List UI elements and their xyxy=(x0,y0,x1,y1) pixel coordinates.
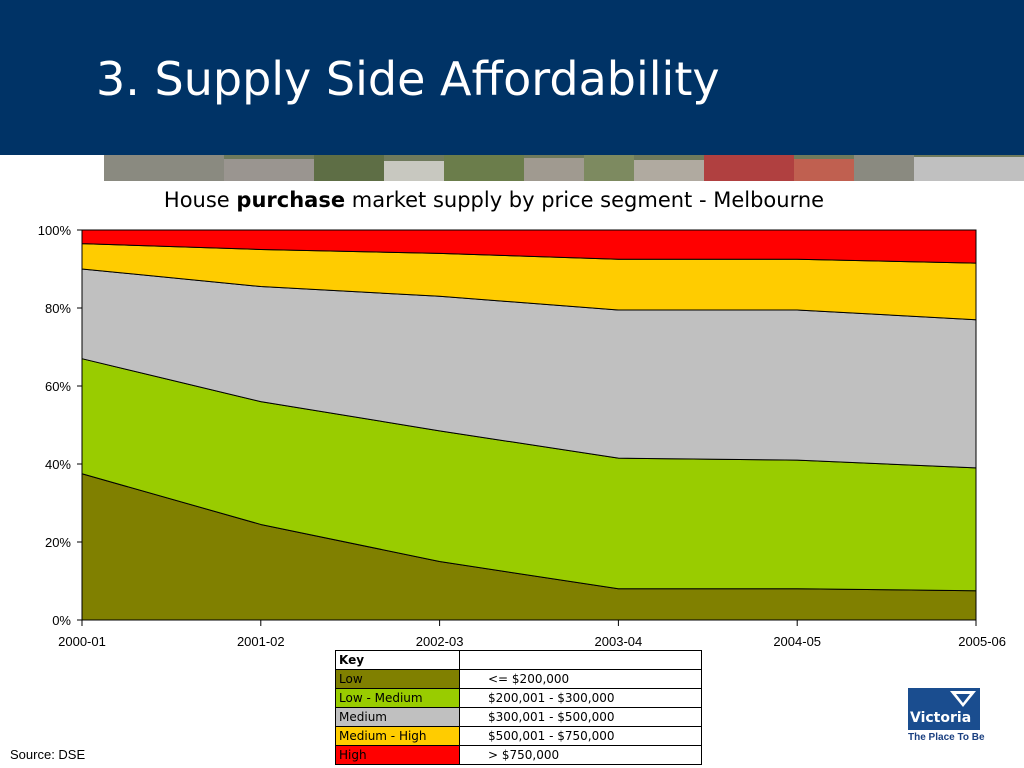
key-table: Key Low <= $200,000 Low - Medium $200,001 -… xyxy=(335,650,702,765)
key-swatch-label: Low xyxy=(335,669,460,689)
chart-axes xyxy=(81,229,977,621)
key-row: Medium $300,001 - $500,000 xyxy=(335,707,702,727)
y-tick-label: 100% xyxy=(38,223,72,238)
x-tick-label: 2001-02 xyxy=(237,634,285,649)
key-row: High > $750,000 xyxy=(335,745,702,765)
key-swatch-label: Medium - High xyxy=(335,726,460,746)
logo-box: Victoria xyxy=(908,688,980,730)
victoria-logo: Victoria The Place To Be xyxy=(908,688,985,744)
y-axis-ticks: 0% 20% 40% 60% 80% 100% xyxy=(38,223,82,628)
x-tick-label: 2005-06 xyxy=(958,634,1006,649)
key-heading-blank xyxy=(459,650,702,670)
y-tick-label: 60% xyxy=(45,379,71,394)
key-price-range: > $750,000 xyxy=(459,745,702,765)
key-header-row: Key xyxy=(335,650,702,670)
key-swatch-label: High xyxy=(335,745,460,765)
key-row: Medium - High $500,001 - $750,000 xyxy=(335,726,702,746)
key-swatch-label: Medium xyxy=(335,707,460,727)
x-axis-ticks: 2000-01 2001-02 2002-03 2003-04 2004-05 2005-… xyxy=(58,620,1006,649)
key-price-range: $300,001 - $500,000 xyxy=(459,707,702,727)
key-price-range: $200,001 - $300,000 xyxy=(459,688,702,708)
series-areas xyxy=(81,229,977,621)
x-tick-label: 2004-05 xyxy=(773,634,821,649)
key-heading: Key xyxy=(335,650,460,670)
key-row: Low - Medium $200,001 - $300,000 xyxy=(335,688,702,708)
y-tick-label: 0% xyxy=(52,613,71,628)
chart-title: House purchase market supply by price se… xyxy=(0,188,988,212)
key-price-range: <= $200,000 xyxy=(459,669,702,689)
logo-tagline: The Place To Be xyxy=(908,732,985,743)
key-row: Low <= $200,000 xyxy=(335,669,702,689)
y-tick-label: 20% xyxy=(45,535,71,550)
x-tick-label: 2003-04 xyxy=(595,634,643,649)
key-swatch-label: Low - Medium xyxy=(335,688,460,708)
title-banner: 3. Supply Side Affordability xyxy=(0,0,1024,155)
chart-title-suffix: market supply by price segment - Melbour… xyxy=(351,188,825,212)
triangle-stars-icon xyxy=(950,691,976,707)
aerial-photo-strip xyxy=(104,155,1024,181)
source-note: Source: DSE xyxy=(10,747,86,762)
x-tick-label: 2000-01 xyxy=(58,634,106,649)
y-tick-label: 40% xyxy=(45,457,71,472)
key-price-range: $500,001 - $750,000 xyxy=(459,726,702,746)
x-tick-label: 2002-03 xyxy=(416,634,464,649)
logo-wordmark: Victoria xyxy=(910,710,972,726)
slide-title: 3. Supply Side Affordability xyxy=(96,52,720,106)
chart-title-emphasis: purchase xyxy=(236,188,346,212)
stacked-area-chart: 0% 20% 40% 60% 80% 100% 2000-01 2001-02 2002-03… xyxy=(38,223,1006,649)
y-tick-label: 80% xyxy=(45,301,71,316)
chart-title-prefix: House xyxy=(163,188,230,212)
